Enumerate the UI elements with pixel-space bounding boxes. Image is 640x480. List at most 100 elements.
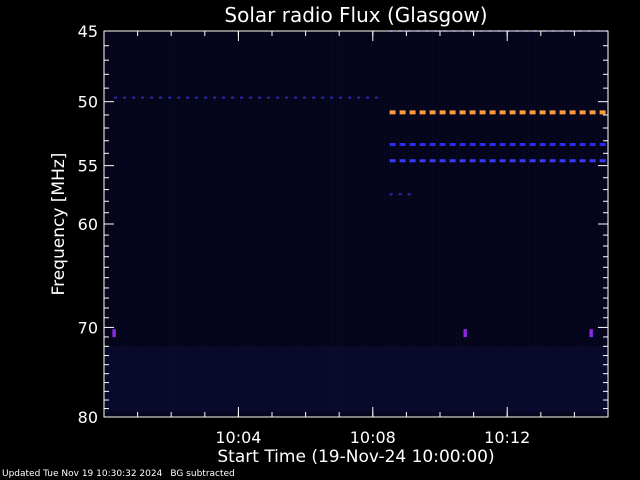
texture-stripe	[489, 32, 490, 416]
texture-stripe	[390, 32, 391, 416]
y-tick-label: 70	[78, 318, 98, 337]
texture-stripe	[447, 32, 448, 416]
texture-stripe	[561, 32, 562, 416]
y-tick-label: 55	[78, 157, 98, 176]
texture-stripe	[477, 32, 478, 416]
texture-stripe	[591, 32, 592, 416]
texture-stripe	[372, 32, 373, 416]
texture-stripe	[519, 32, 520, 416]
texture-stripe	[570, 32, 571, 416]
texture-stripe	[207, 32, 208, 416]
texture-stripe	[240, 32, 241, 416]
texture-stripe	[234, 32, 235, 416]
texture-stripe	[231, 32, 232, 416]
texture-stripe	[507, 32, 508, 416]
texture-stripe	[408, 32, 409, 416]
texture-stripe	[180, 32, 181, 416]
texture-stripe	[399, 32, 400, 416]
texture-stripe	[522, 32, 523, 416]
texture-stripe	[129, 32, 130, 416]
texture-stripe	[222, 32, 223, 416]
texture-stripe	[210, 32, 211, 416]
texture-stripe	[402, 32, 403, 416]
texture-stripe	[156, 32, 157, 416]
texture-stripe	[342, 32, 343, 416]
texture-stripe	[249, 32, 250, 416]
texture-stripe	[444, 32, 445, 416]
emission-spot	[463, 329, 467, 338]
texture-stripe	[135, 32, 136, 416]
texture-stripe	[420, 32, 421, 416]
texture-stripe	[414, 32, 415, 416]
texture-stripe	[423, 32, 424, 416]
texture-stripe	[597, 32, 598, 416]
texture-stripe	[177, 32, 178, 416]
texture-stripe	[432, 32, 433, 416]
texture-stripe	[246, 32, 247, 416]
texture-stripe	[438, 32, 439, 416]
texture-stripe	[150, 32, 151, 416]
texture-stripe	[579, 32, 580, 416]
texture-stripe	[339, 32, 340, 416]
texture-stripe	[348, 32, 349, 416]
texture-stripe	[321, 32, 322, 416]
texture-stripe	[594, 32, 595, 416]
texture-stripe	[513, 32, 514, 416]
texture-stripe	[552, 32, 553, 416]
texture-stripe	[450, 32, 451, 416]
texture-stripe	[198, 32, 199, 416]
texture-stripe	[285, 32, 286, 416]
texture-stripe	[498, 32, 499, 416]
texture-stripe	[327, 32, 328, 416]
texture-stripe	[360, 32, 361, 416]
texture-stripe	[411, 32, 412, 416]
background-texture	[105, 32, 607, 416]
texture-stripe	[237, 32, 238, 416]
texture-stripe	[312, 32, 313, 416]
emission-spot	[112, 329, 116, 338]
texture-stripe	[153, 32, 154, 416]
texture-stripe	[336, 32, 337, 416]
texture-stripe	[375, 32, 376, 416]
x-tick-label: 10:08	[350, 428, 396, 447]
texture-stripe	[588, 32, 589, 416]
plot-area	[104, 31, 608, 417]
x-tick-label: 10:12	[484, 428, 530, 447]
texture-stripe	[270, 32, 271, 416]
texture-stripe	[147, 32, 148, 416]
texture-stripe	[537, 32, 538, 416]
texture-stripe	[309, 32, 310, 416]
texture-stripe	[495, 32, 496, 416]
texture-stripe	[174, 32, 175, 416]
texture-stripe	[501, 32, 502, 416]
texture-stripe	[405, 32, 406, 416]
texture-stripe	[141, 32, 142, 416]
texture-stripe	[426, 32, 427, 416]
texture-stripe	[297, 32, 298, 416]
texture-stripe	[585, 32, 586, 416]
texture-stripe	[471, 32, 472, 416]
texture-stripe	[351, 32, 352, 416]
texture-stripe	[393, 32, 394, 416]
texture-stripe	[387, 32, 388, 416]
y-axis: 45 50 55 60 70 80	[78, 22, 608, 427]
texture-stripe	[345, 32, 346, 416]
texture-stripe	[138, 32, 139, 416]
texture-stripe	[228, 32, 229, 416]
y-tick-label: 50	[78, 93, 98, 112]
texture-stripe	[480, 32, 481, 416]
texture-stripe	[318, 32, 319, 416]
texture-stripe	[168, 32, 169, 416]
texture-stripe	[468, 32, 469, 416]
texture-stripe	[354, 32, 355, 416]
texture-stripe	[582, 32, 583, 416]
texture-stripe	[186, 32, 187, 416]
texture-stripe	[252, 32, 253, 416]
texture-stripe	[492, 32, 493, 416]
texture-stripe	[465, 32, 466, 416]
texture-stripe	[300, 32, 301, 416]
texture-stripe	[282, 32, 283, 416]
texture-stripe	[366, 32, 367, 416]
texture-stripe	[279, 32, 280, 416]
texture-stripe	[459, 32, 460, 416]
